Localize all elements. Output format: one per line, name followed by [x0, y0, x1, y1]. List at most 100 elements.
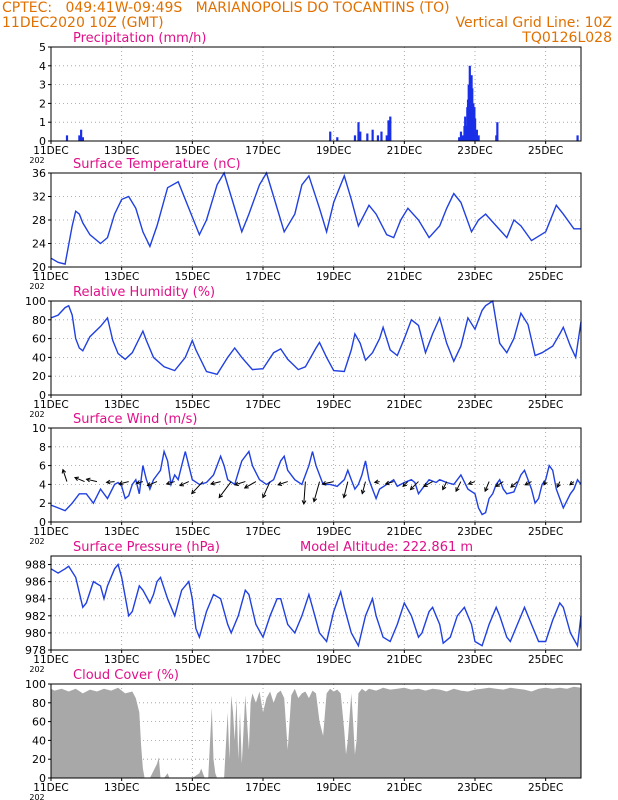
wind-arrow-shaft	[62, 469, 68, 482]
pressure-ytick-label: 980	[25, 627, 46, 640]
cloud-ytick-label: 20	[32, 753, 46, 766]
pressure-xtick-label: 15DEC	[175, 654, 210, 666]
precip-bar	[366, 133, 369, 141]
wind-arrow-head	[321, 480, 327, 486]
wind-arrow	[495, 481, 504, 487]
cloud-xtick-label: 17DEC	[245, 782, 280, 794]
wind-arrow-shaft	[86, 478, 98, 483]
precip-bar	[336, 137, 339, 141]
precip-bar	[477, 135, 480, 141]
wind-title: Surface Wind (m/s)	[73, 412, 197, 427]
humidity-xtick-label: 15DEC	[175, 399, 210, 411]
precip-bar	[496, 122, 499, 141]
pressure-xtick-label: 25DEC	[528, 654, 563, 666]
wind-arrow-head	[455, 487, 460, 493]
wind-arrow	[301, 481, 307, 506]
pressure-title: Surface Pressure (hPa)	[73, 540, 220, 555]
cloud-title: Cloud Cover (%)	[73, 668, 179, 683]
temp-xtick-label: 19DEC	[316, 271, 351, 283]
wind-arrow	[321, 480, 334, 486]
precip-ytick-label: 4	[39, 60, 46, 73]
precip-xtick-label: 13DEC	[104, 145, 139, 157]
header-grid-line-note: Vertical Grid Line: 10Z	[455, 15, 612, 31]
precip-ytick-label: 2	[39, 97, 46, 110]
wind-arrow-head	[495, 482, 501, 487]
wind-arrow-head	[262, 493, 267, 499]
temp-ytick-label: 24	[32, 238, 46, 251]
wind-arrow-head	[569, 480, 574, 486]
wind-arrow	[373, 479, 380, 485]
precip-bar	[474, 118, 477, 141]
wind-arrow-head	[243, 484, 249, 489]
header-datetime: 11DEC2020 10Z (GMT)	[2, 15, 164, 31]
wind-arrow-head	[179, 482, 185, 487]
temp-xtick-label: 13DEC	[104, 271, 139, 283]
wind-ytick-label: 6	[39, 460, 46, 473]
wind-arrow-shaft	[423, 481, 433, 487]
precip-bar	[461, 135, 464, 141]
precip-xtick-label: 19DEC	[316, 145, 351, 157]
wind-xtick-label: 17DEC	[245, 526, 280, 538]
wind-arrow	[85, 477, 98, 483]
wind-arrow-shaft	[179, 481, 190, 487]
precip-ytick-label: 3	[39, 79, 46, 92]
wind-arrow-head	[442, 485, 447, 491]
temp-xtick-label: 17DEC	[245, 271, 280, 283]
wind-ytick-label: 0	[39, 516, 46, 529]
wind-arrow-shaft	[166, 481, 175, 485]
temp-xtick-label: 15DEC	[175, 271, 210, 283]
precip-xtick-label: 21DEC	[387, 145, 422, 157]
humidity-ytick-label: 60	[32, 333, 46, 346]
wind-arrow-head	[312, 497, 318, 503]
pressure-xtick-label: 23DEC	[457, 654, 492, 666]
wind-arrow-head	[484, 487, 489, 493]
wind-arrow-head	[135, 480, 141, 485]
precip-bar	[371, 129, 374, 141]
wind-arrow-shaft	[218, 481, 232, 498]
humidity-xtick-label: 25DEC	[528, 399, 563, 411]
temp-xtick-label: 11DEC	[33, 271, 68, 283]
wind-arrow-shaft	[74, 477, 85, 483]
wind-arrow	[510, 481, 518, 488]
humidity-ytick-label: 0	[39, 389, 46, 402]
humidity-xtick-label: 17DEC	[245, 399, 280, 411]
temp-ytick-label: 36	[32, 167, 46, 180]
cloud-xtick-label: 19DEC	[316, 782, 351, 794]
pressure-series-line	[50, 563, 582, 648]
wind-arrow-shaft	[495, 481, 504, 487]
wind-arrow	[209, 480, 221, 486]
humidity-xtick-label: 21DEC	[387, 399, 422, 411]
wind-arrow-shaft	[119, 481, 129, 485]
wind-arrow	[524, 481, 532, 486]
wind-arrow	[409, 481, 419, 491]
wind-arrow-head	[384, 480, 390, 486]
humidity-year-label: 202	[29, 410, 44, 419]
wind-arrow	[243, 481, 257, 489]
precip-ytick-label: 0	[39, 135, 46, 148]
cloud-ytick-label: 80	[32, 697, 46, 710]
wind-arrow-shaft	[303, 481, 306, 505]
wind-arrow-head	[360, 489, 366, 495]
temp-ytick-label: 32	[32, 191, 46, 204]
humidity-series-line	[50, 299, 582, 376]
wind-xtick-label: 23DEC	[457, 526, 492, 538]
humidity-xtick-label: 11DEC	[33, 399, 68, 411]
pressure-xtick-label: 21DEC	[387, 654, 422, 666]
cloud-ytick-label: 0	[39, 772, 46, 785]
wind-arrow-shaft	[402, 481, 409, 487]
wind-arrow-shaft	[234, 481, 246, 486]
wind-arrow	[233, 481, 246, 487]
pressure-frame	[50, 555, 582, 651]
humidity-xtick-label: 13DEC	[104, 399, 139, 411]
precip-bar	[353, 135, 357, 141]
wind-arrow-shaft	[277, 481, 288, 486]
cloud-year-label: 202	[29, 793, 44, 800]
wind-arrow-head	[218, 493, 224, 499]
humidity-ytick-label: 80	[32, 314, 46, 327]
cloud-xtick-label: 25DEC	[528, 782, 563, 794]
humidity-ytick-label: 100	[25, 295, 46, 308]
wind-arrow-shaft	[410, 481, 419, 490]
precip-bar	[387, 120, 390, 141]
wind-arrow-head	[543, 480, 548, 486]
wind-arrow-shaft	[244, 481, 257, 489]
